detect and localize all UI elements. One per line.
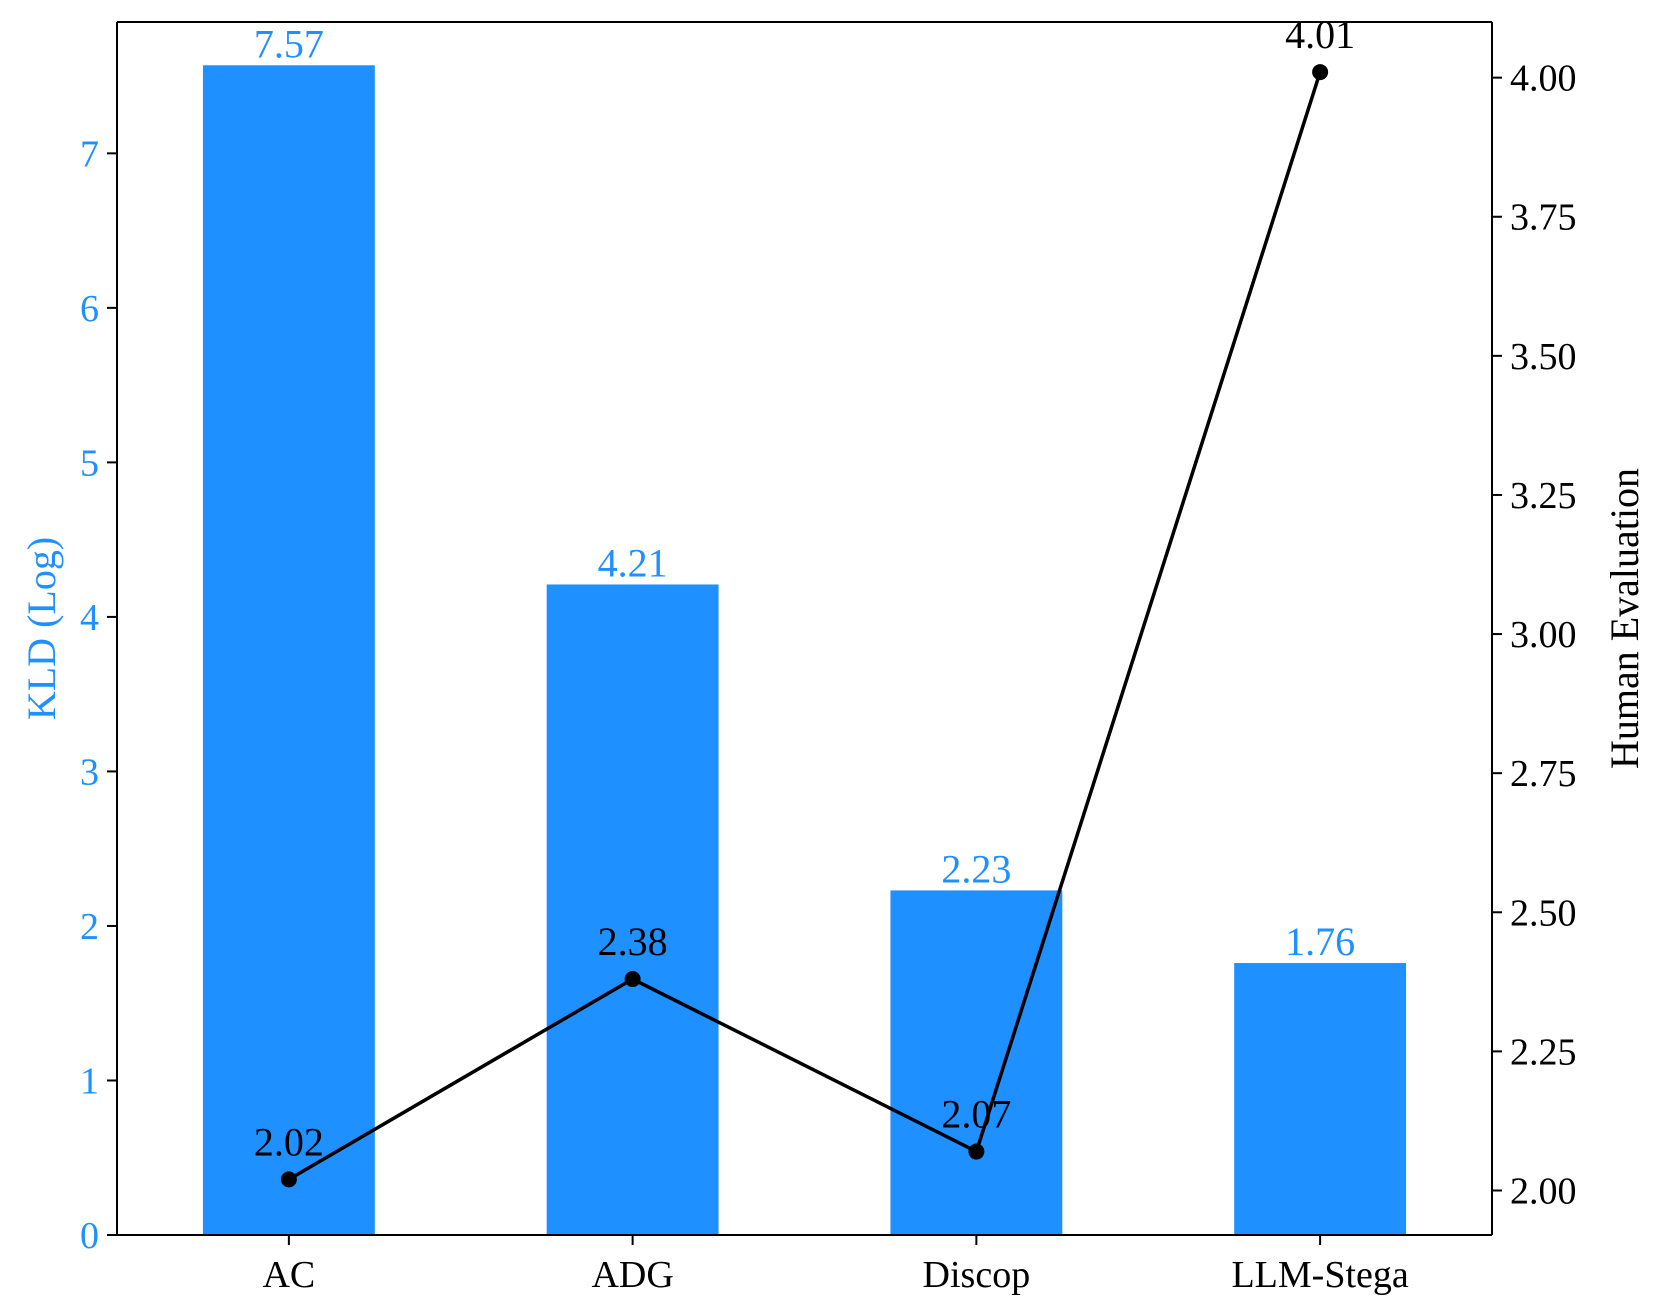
left-tick-label: 6 <box>80 288 99 330</box>
right-tick-label: 3.50 <box>1510 336 1577 378</box>
right-tick-label: 4.00 <box>1510 58 1577 100</box>
right-tick-label: 2.75 <box>1510 753 1577 795</box>
x-tick-label: Discop <box>923 1254 1031 1296</box>
x-tick-label: LLM-Stega <box>1231 1254 1408 1296</box>
right-axis-title: Human Evaluation <box>1602 468 1647 769</box>
x-tick-label: ADG <box>591 1254 673 1296</box>
human-evaluation-line <box>287 71 1322 1181</box>
right-tick-label: 3.25 <box>1510 475 1577 517</box>
left-tick-label: 2 <box>80 906 99 948</box>
bar-llm-stega <box>1234 963 1407 1235</box>
line-point <box>624 971 641 988</box>
axes-frame <box>116 21 1493 1236</box>
right-tick-label: 2.00 <box>1510 1170 1577 1212</box>
left-axis-ticks: 0 1 2 3 4 5 6 7 <box>80 133 117 1257</box>
x-axis-ticks: AC ADG Discop LLM-Stega <box>262 1235 1409 1296</box>
line-point <box>280 1171 297 1188</box>
right-tick-label: 2.25 <box>1510 1031 1577 1073</box>
line-point <box>1312 64 1329 81</box>
right-tick-label: 2.50 <box>1510 892 1577 934</box>
bar-discop <box>890 890 1063 1235</box>
right-tick-label: 3.00 <box>1510 614 1577 656</box>
left-tick-label: 5 <box>80 442 99 484</box>
bar-group <box>202 65 1407 1236</box>
right-tick-label: 3.75 <box>1510 197 1577 239</box>
left-tick-label: 3 <box>80 751 99 793</box>
line-value-label: 2.02 <box>254 1119 324 1164</box>
left-tick-label: 1 <box>80 1060 99 1102</box>
bar-adg <box>546 584 719 1235</box>
bar-value-label: 2.23 <box>941 846 1011 891</box>
left-tick-label: 4 <box>80 597 99 639</box>
bar-label-group: 7.57 4.21 2.23 1.76 <box>254 21 1355 964</box>
bar-value-label: 1.76 <box>1285 919 1355 964</box>
left-tick-label: 0 <box>80 1215 99 1257</box>
bar-ac <box>202 65 375 1236</box>
left-tick-label: 7 <box>80 133 99 175</box>
bar-value-label: 4.21 <box>598 540 668 585</box>
line-point <box>968 1143 985 1160</box>
right-axis-ticks: 2.00 2.25 2.50 2.75 3.00 3.25 3.50 3.75 4.00 <box>1492 58 1577 1212</box>
line-value-label: 2.38 <box>598 919 668 964</box>
bar-value-label: 7.57 <box>254 21 324 66</box>
left-axis-title: KLD (Log) <box>19 537 64 720</box>
line-value-label: 4.01 <box>1285 12 1355 57</box>
line-series-group: 2.02 2.38 2.07 4.01 <box>254 12 1355 1188</box>
x-tick-label: AC <box>262 1254 315 1296</box>
line-value-label: 2.07 <box>941 1092 1011 1137</box>
